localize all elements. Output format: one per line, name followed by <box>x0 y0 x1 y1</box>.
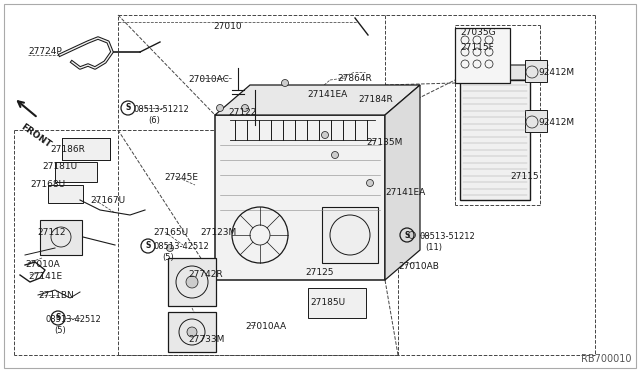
Text: 92412M: 92412M <box>538 118 574 127</box>
Circle shape <box>216 105 223 112</box>
Circle shape <box>166 244 173 251</box>
Text: 27186R: 27186R <box>50 145 85 154</box>
Bar <box>55 162 97 182</box>
Bar <box>455 28 510 83</box>
Bar <box>168 258 216 306</box>
Text: 27135M: 27135M <box>366 138 403 147</box>
Text: 27035G: 27035G <box>460 28 495 37</box>
Bar <box>322 207 378 263</box>
Text: 08513-51212: 08513-51212 <box>133 105 189 114</box>
Circle shape <box>187 327 197 337</box>
Text: 27122: 27122 <box>228 108 257 117</box>
Text: 27168U: 27168U <box>30 180 65 189</box>
Bar <box>525 110 547 132</box>
Text: 27123M: 27123M <box>200 228 236 237</box>
Text: 27115F: 27115F <box>460 43 493 52</box>
Text: 27141EA: 27141EA <box>385 188 425 197</box>
Bar <box>168 312 216 352</box>
Bar <box>460 80 530 200</box>
Text: 27125: 27125 <box>305 268 333 277</box>
Text: 27864R: 27864R <box>337 74 372 83</box>
Text: 2711BN: 2711BN <box>38 291 74 300</box>
Polygon shape <box>385 85 420 280</box>
Text: 27010AC: 27010AC <box>188 75 229 84</box>
Text: 27010A: 27010A <box>25 260 60 269</box>
Text: 27010AB: 27010AB <box>398 262 439 271</box>
Text: 27185U: 27185U <box>310 298 345 307</box>
Text: (5): (5) <box>162 253 173 262</box>
Circle shape <box>241 105 248 112</box>
Text: 27245E: 27245E <box>164 173 198 182</box>
Bar <box>525 60 547 82</box>
Text: 27165U: 27165U <box>153 228 188 237</box>
Circle shape <box>408 231 415 238</box>
Text: 27742R: 27742R <box>188 270 223 279</box>
Text: 27010AA: 27010AA <box>245 322 286 331</box>
Text: S: S <box>404 231 410 240</box>
Bar <box>62 138 110 160</box>
Text: S: S <box>55 314 61 323</box>
Text: S: S <box>145 241 150 250</box>
Text: 27141EA: 27141EA <box>307 90 348 99</box>
Text: 27184R: 27184R <box>358 95 393 104</box>
Bar <box>40 220 82 255</box>
Text: 27141E: 27141E <box>28 272 62 281</box>
Text: RB700010: RB700010 <box>582 354 632 364</box>
Bar <box>48 185 83 203</box>
Text: 27010: 27010 <box>213 22 242 31</box>
Text: FRONT: FRONT <box>19 122 52 149</box>
Polygon shape <box>215 85 420 115</box>
Polygon shape <box>460 65 548 80</box>
Bar <box>215 115 385 280</box>
Text: 27733M: 27733M <box>188 335 225 344</box>
Text: (5): (5) <box>54 326 66 335</box>
Text: 27115: 27115 <box>510 172 539 181</box>
Text: S: S <box>125 103 131 112</box>
Text: (11): (11) <box>425 243 442 252</box>
Text: 27167U: 27167U <box>90 196 125 205</box>
Text: 92412M: 92412M <box>538 68 574 77</box>
Circle shape <box>186 276 198 288</box>
Text: 27724P: 27724P <box>28 47 61 56</box>
Text: 27112: 27112 <box>37 228 65 237</box>
Circle shape <box>282 80 289 87</box>
Text: (6): (6) <box>148 116 160 125</box>
Circle shape <box>367 180 374 186</box>
Text: 08513-42512: 08513-42512 <box>45 315 100 324</box>
Text: 27181U: 27181U <box>42 162 77 171</box>
Text: 08513-51212: 08513-51212 <box>420 232 476 241</box>
Circle shape <box>321 131 328 138</box>
Bar <box>308 288 366 318</box>
Text: 08513-42512: 08513-42512 <box>153 242 209 251</box>
Circle shape <box>332 151 339 158</box>
